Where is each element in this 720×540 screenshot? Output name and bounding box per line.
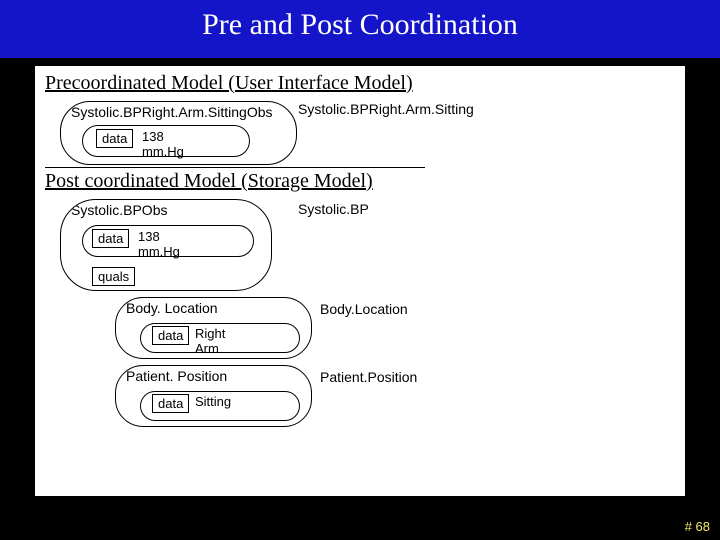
pre-right-label: Systolic.BPRight.Arm.Sitting [298,101,438,117]
patpos-label: Patient. Position [126,368,227,384]
pre-data-box: data [96,129,133,148]
post-right-label: Systolic.BP [298,201,369,217]
post-obs-label: Systolic.BPObs [71,202,167,218]
postcoord-model: Systolic.BPObs Systolic.BP data 138 mm.H… [60,197,675,457]
separator [45,167,425,168]
pre-obs-label: Systolic.BPRight.Arm.SittingObs [71,104,273,120]
bodyloc-right: Body.Location [320,301,410,317]
patpos-data-box: data [152,394,189,413]
post-quals-box: quals [92,267,135,286]
bodyloc-data-box: data [152,326,189,345]
post-data-value: 138 mm.Hg [138,229,188,259]
page-title: Pre and Post Coordination [202,8,518,41]
precoord-model: Systolic.BPRight.Arm.SittingObs data 138… [60,99,675,167]
post-data-box: data [92,229,129,248]
page-number: # 68 [685,519,710,534]
postcoord-heading: Post coordinated Model (Storage Model) [45,170,675,193]
content-area: Precoordinated Model (User Interface Mod… [35,66,685,496]
precoord-heading: Precoordinated Model (User Interface Mod… [45,72,675,95]
patpos-value: Sitting [195,394,235,409]
patpos-right: Patient.Position [320,369,415,385]
title-bar: Pre and Post Coordination [0,0,720,58]
bodyloc-value: Right Arm [195,326,240,356]
bodyloc-label: Body. Location [126,300,218,316]
pre-data-value: 138 mm.Hg [142,129,192,159]
